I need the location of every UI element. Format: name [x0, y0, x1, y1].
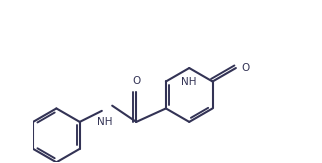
- Text: O: O: [242, 63, 250, 73]
- Text: NH: NH: [182, 77, 197, 87]
- Text: NH: NH: [97, 117, 112, 127]
- Text: O: O: [132, 76, 140, 86]
